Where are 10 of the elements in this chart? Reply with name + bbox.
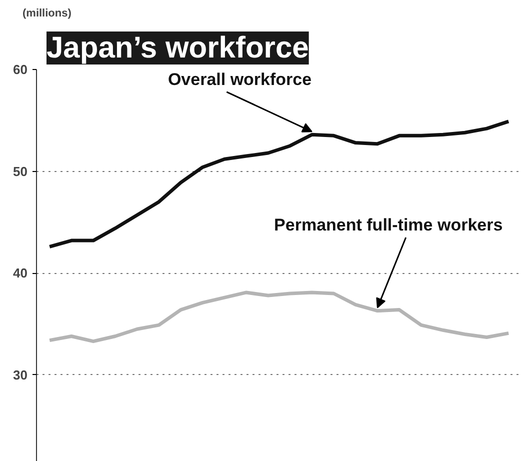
line-series — [48, 290, 510, 344]
y-tick-label: 30 — [13, 367, 28, 382]
text: Permanent full-time workers — [274, 215, 503, 234]
y-tick-label: 60 — [13, 62, 28, 77]
line-series — [48, 120, 510, 248]
text: Overall workforce — [168, 70, 312, 89]
y-tick-label: 50 — [13, 164, 28, 179]
y-axis-title: (millions) — [22, 8, 72, 20]
y-tick-label: 40 — [13, 266, 28, 281]
chart-title: Japan’s workforce — [46, 32, 309, 64]
